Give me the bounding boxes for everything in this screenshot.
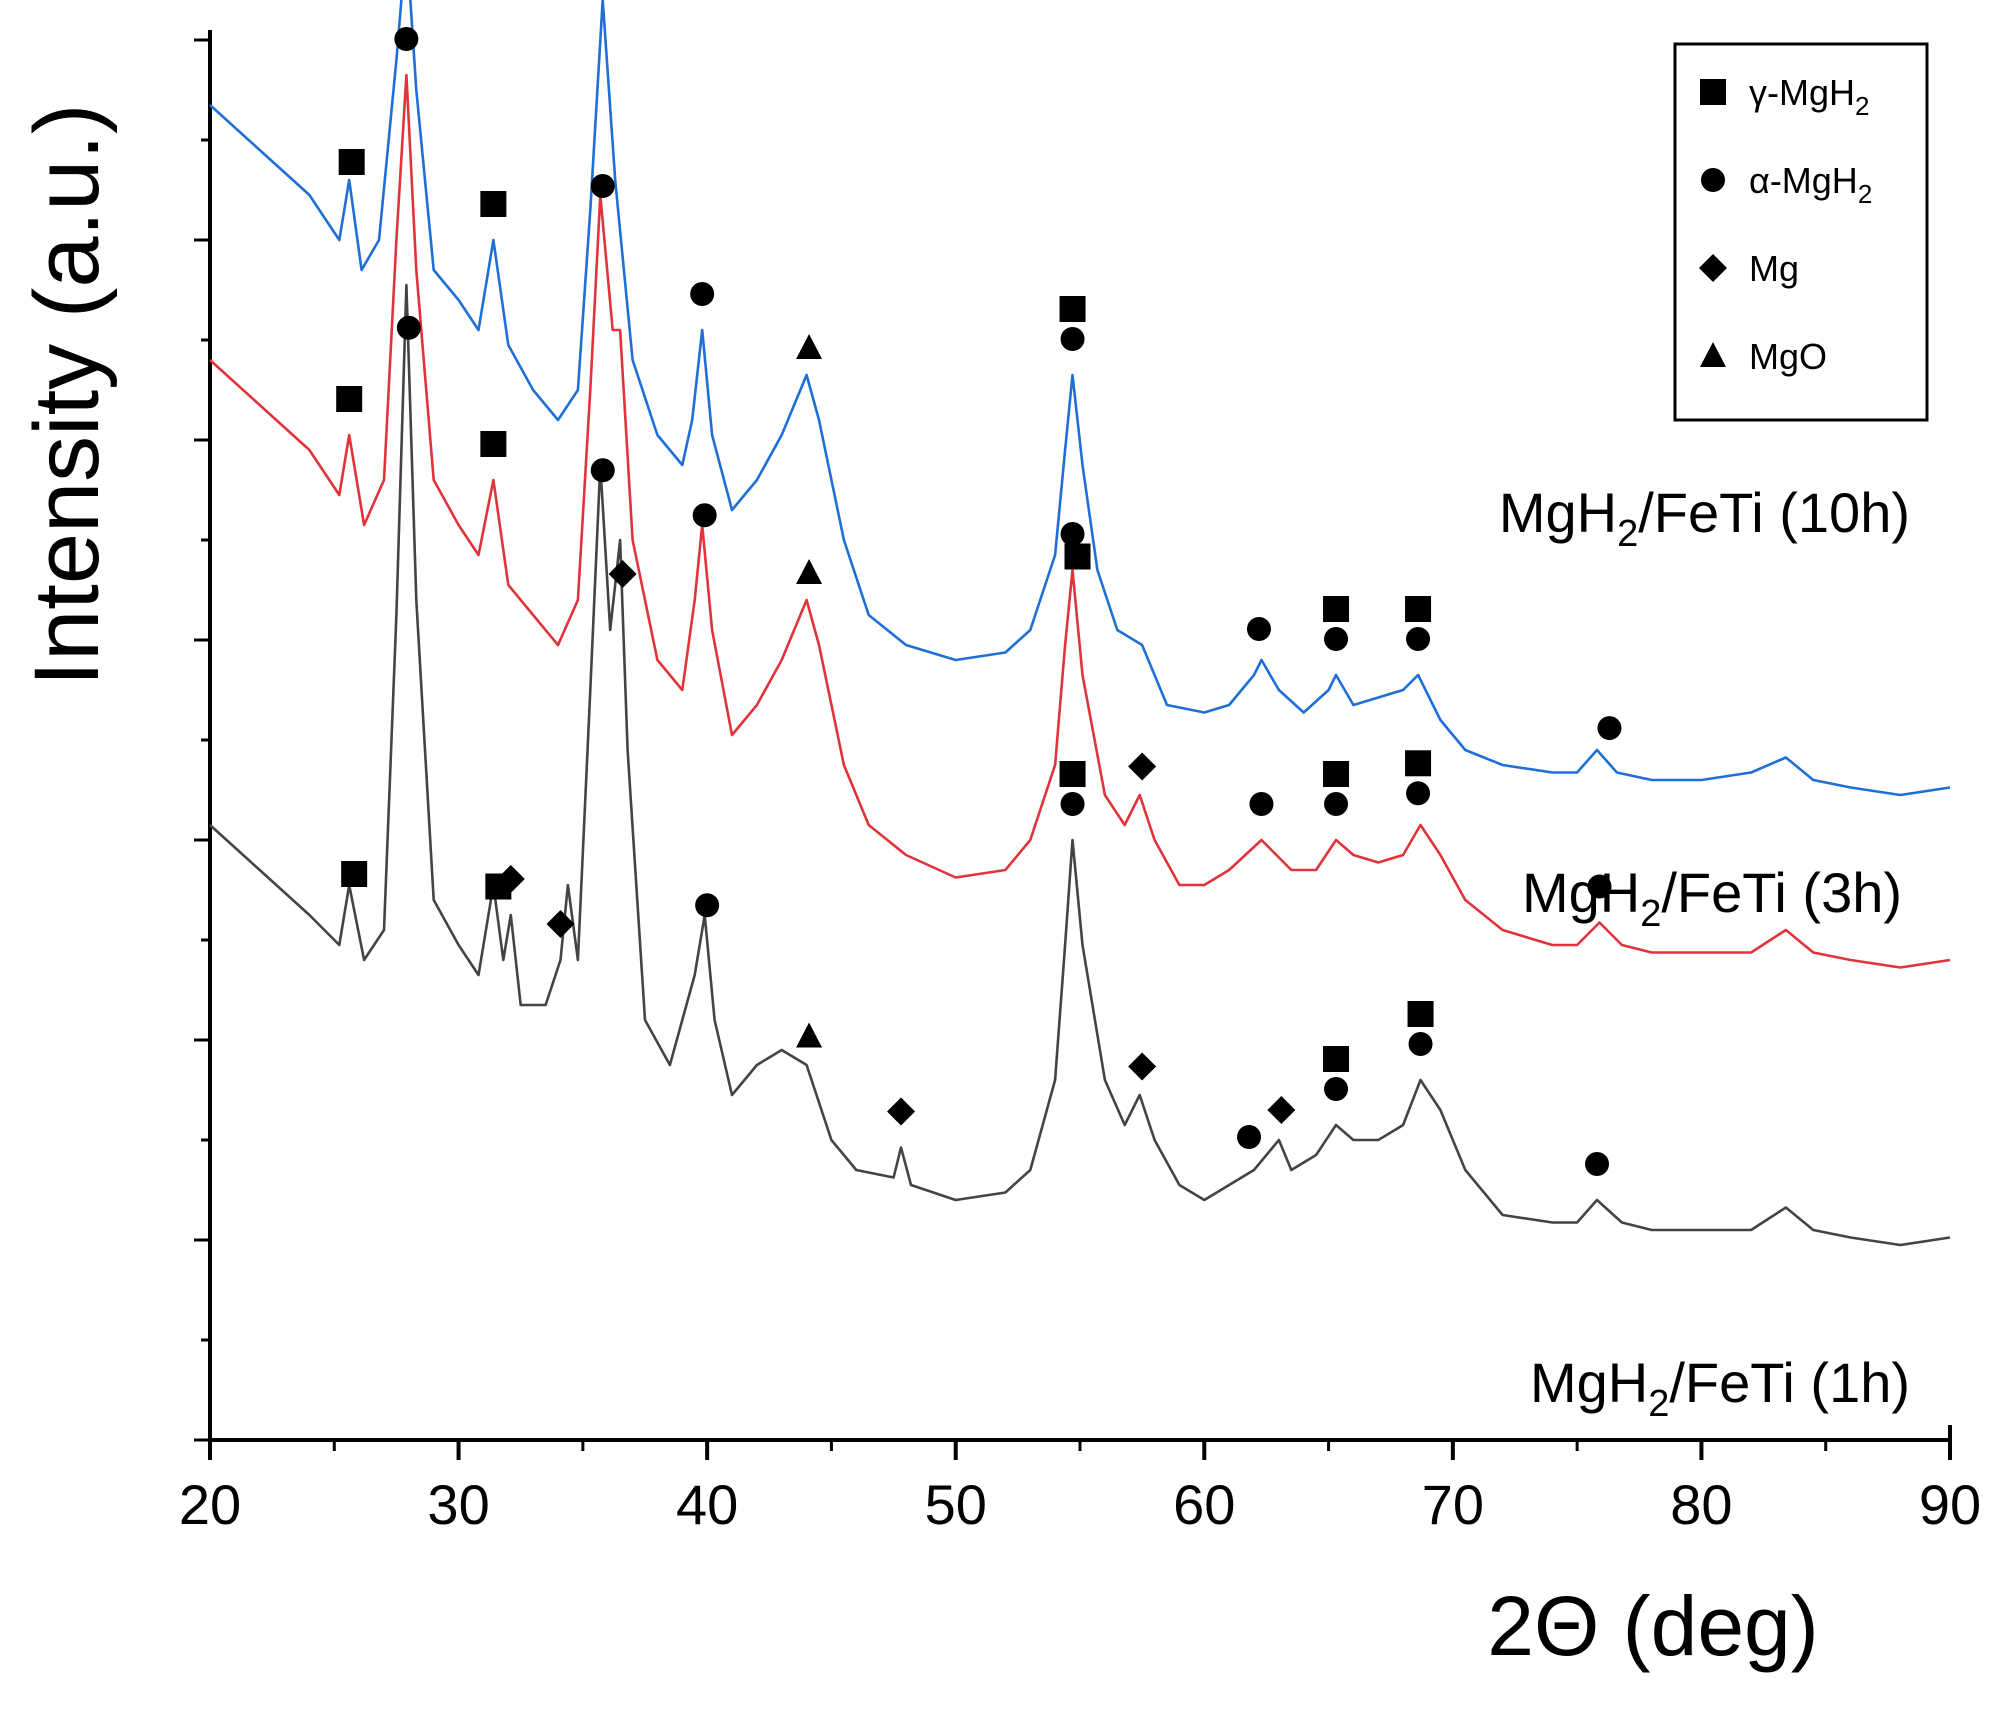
x-tick-label: 50	[925, 1473, 987, 1536]
phase-markers	[336, 27, 1622, 1176]
square-phase-marker	[1405, 596, 1432, 622]
square-phase-marker	[338, 149, 365, 175]
square-phase-marker	[1405, 750, 1432, 777]
circle-phase-marker	[1406, 627, 1431, 651]
circle-phase-marker	[590, 458, 615, 483]
y-axis-title: Intensity (a.u.)	[16, 104, 118, 687]
square-phase-marker	[1059, 761, 1086, 787]
square-phase-marker	[480, 431, 507, 457]
circle-phase-marker	[690, 282, 715, 306]
legend-diamond-icon	[1699, 254, 1727, 282]
circle-phase-marker	[1237, 1125, 1262, 1149]
x-axis-ticks: 20 30 40 50 60 70 80 90	[179, 1440, 1981, 1536]
circle-phase-marker	[1249, 792, 1274, 816]
legend-circle-icon	[1701, 168, 1725, 192]
circle-phase-marker	[1587, 874, 1612, 899]
circle-phase-marker	[1585, 1152, 1610, 1176]
legend-label: α-MgH2	[1749, 160, 1872, 209]
x-tick-label: 40	[676, 1473, 738, 1536]
square-phase-marker	[1064, 543, 1091, 570]
circle-phase-marker	[394, 27, 419, 51]
square-phase-marker	[1323, 1046, 1350, 1072]
legend-entries: γ-MgH2 α-MgH2 Mg MgO	[1699, 72, 1872, 377]
circle-phase-marker	[1324, 792, 1349, 816]
series-label-1h: MgH2/FeTi (1h)	[1530, 1351, 1910, 1425]
square-phase-marker	[1059, 296, 1086, 322]
legend-label: γ-MgH2	[1749, 72, 1869, 121]
x-tick-label: 70	[1422, 1473, 1484, 1536]
x-tick-label: 80	[1670, 1473, 1732, 1536]
legend-square-icon	[1700, 79, 1726, 105]
legend-triangle-icon	[1700, 342, 1726, 367]
series-line-0	[209, 0, 1951, 797]
series-layer	[209, 0, 1951, 1247]
x-tick-label: 30	[427, 1473, 489, 1536]
square-phase-marker	[1407, 1001, 1434, 1027]
diamond-phase-marker	[546, 910, 575, 938]
y-axis-ticks	[194, 38, 210, 1442]
triangle-phase-marker	[796, 559, 823, 584]
x-tick-label: 20	[179, 1473, 241, 1536]
square-phase-marker	[1323, 596, 1350, 622]
triangle-phase-marker	[796, 334, 823, 359]
circle-phase-marker	[590, 174, 615, 198]
x-axis-title: 2Θ (deg)	[1487, 1579, 1819, 1673]
circle-phase-marker	[1060, 792, 1085, 816]
circle-phase-marker	[695, 893, 720, 918]
diamond-phase-marker	[887, 1097, 916, 1126]
circle-phase-marker	[1406, 781, 1431, 806]
square-phase-marker	[1323, 761, 1350, 787]
legend-label: MgO	[1749, 336, 1827, 377]
x-tick-label: 90	[1919, 1473, 1981, 1536]
diamond-phase-marker	[1267, 1096, 1296, 1124]
series-label-3h: MgH2/FeTi (3h)	[1522, 861, 1902, 935]
legend: γ-MgH2 α-MgH2 Mg MgO	[1673, 42, 1929, 422]
circle-phase-marker	[1408, 1032, 1433, 1056]
square-phase-marker	[341, 861, 368, 887]
diamond-phase-marker	[608, 560, 637, 588]
circle-phase-marker	[692, 503, 717, 528]
circle-phase-marker	[1060, 522, 1085, 546]
series-line-1	[209, 73, 1951, 969]
series-labels: MgH2/FeTi (10h) MgH2/FeTi (3h) MgH2/FeTi…	[1499, 481, 1910, 1425]
circle-phase-marker	[1324, 1077, 1349, 1101]
plot-area: 20 30 40 50 60 70 80 90	[179, 0, 1981, 1536]
x-tick-label: 60	[1173, 1473, 1235, 1536]
diamond-phase-marker	[1128, 1052, 1157, 1081]
circle-phase-marker	[1597, 716, 1622, 741]
circle-phase-marker	[396, 315, 421, 340]
circle-phase-marker	[1246, 617, 1271, 641]
circle-phase-marker	[1060, 327, 1085, 351]
diamond-phase-marker	[1128, 752, 1157, 781]
legend-label: Mg	[1749, 248, 1799, 289]
series-label-10h: MgH2/FeTi (10h)	[1499, 481, 1910, 555]
series-line-2	[209, 283, 1951, 1247]
diamond-phase-marker	[496, 865, 525, 893]
square-phase-marker	[480, 191, 507, 217]
circle-phase-marker	[1324, 627, 1349, 651]
square-phase-marker	[336, 386, 363, 412]
triangle-phase-marker	[796, 1022, 823, 1048]
